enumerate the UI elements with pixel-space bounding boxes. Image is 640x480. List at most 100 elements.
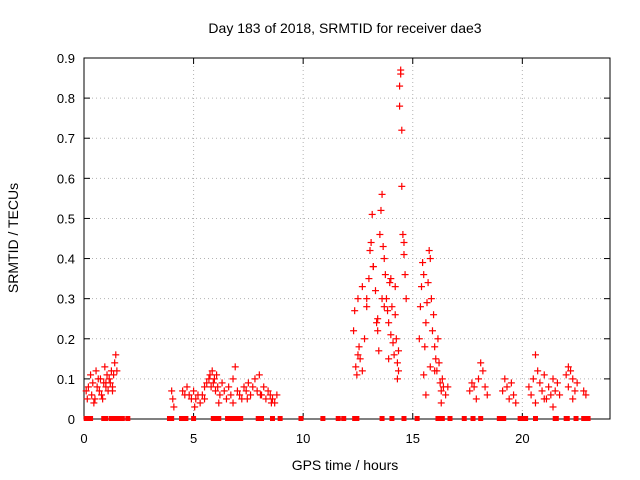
data-point (358, 283, 366, 291)
data-point (472, 395, 480, 403)
data-point (103, 371, 111, 379)
data-point (420, 271, 428, 279)
data-point (168, 387, 176, 395)
data-point (227, 391, 235, 399)
data-point (366, 247, 374, 255)
baseline-marker (573, 416, 579, 421)
y-tick-label: 0.6 (57, 171, 75, 186)
data-point (573, 379, 581, 387)
data-point (374, 327, 382, 335)
data-point (353, 371, 361, 379)
data-point (444, 383, 452, 391)
data-point (437, 387, 445, 395)
y-tick-label: 0.7 (57, 131, 75, 146)
data-point (179, 387, 187, 395)
data-point (505, 395, 513, 403)
data-point (386, 279, 394, 287)
data-point (531, 399, 539, 407)
data-point (253, 387, 261, 395)
data-point (220, 387, 228, 395)
data-point (540, 371, 548, 379)
data-point (251, 375, 259, 383)
data-point (512, 399, 520, 407)
data-point (422, 319, 430, 327)
data-point (231, 363, 239, 371)
data-point (356, 355, 364, 363)
axis-ticks: 0 0.1 0.2 0.3 0.4 0.5 0.6 0.7 0.8 0.9 0 5 10 15 20 (57, 51, 610, 446)
baseline-marker (414, 416, 420, 421)
data-point (435, 359, 443, 367)
baseline-marker (277, 416, 283, 421)
data-point (529, 375, 537, 383)
data-point (387, 275, 395, 283)
data-point (170, 403, 178, 411)
baseline-marker (298, 416, 304, 421)
data-point (466, 387, 474, 395)
data-points (82, 66, 591, 421)
data-point (91, 395, 99, 403)
data-point (384, 307, 392, 315)
data-point (395, 347, 403, 355)
data-point (401, 271, 409, 279)
baseline-marker (478, 416, 484, 421)
data-point (243, 395, 251, 403)
grid-lines (84, 58, 610, 419)
data-point (108, 387, 116, 395)
baseline-marker (88, 416, 94, 421)
data-point (266, 391, 274, 399)
data-point (421, 343, 429, 351)
y-tick-label: 0.3 (57, 292, 75, 307)
baseline-marker (501, 416, 507, 421)
data-point (390, 351, 398, 359)
data-point (416, 303, 424, 311)
data-point (501, 375, 509, 383)
baseline-marker (238, 416, 244, 421)
data-point (431, 343, 439, 351)
data-point (201, 395, 209, 403)
data-point (562, 371, 570, 379)
data-point (400, 251, 408, 259)
data-point (470, 383, 478, 391)
data-point (268, 395, 276, 403)
data-point (192, 395, 200, 403)
data-point (527, 391, 535, 399)
data-point (375, 347, 383, 355)
data-point (424, 279, 432, 287)
baseline-marker (125, 416, 131, 421)
y-tick-label: 0.8 (57, 91, 75, 106)
data-point (229, 375, 237, 383)
data-point (432, 355, 440, 363)
y-tick-label: 0.2 (57, 332, 75, 347)
data-point (201, 383, 209, 391)
baseline-marker (335, 416, 341, 421)
baseline-marker (231, 416, 237, 421)
plot-frame (83, 57, 611, 420)
baseline-marker (216, 416, 222, 421)
data-point (89, 379, 97, 387)
baseline-marker (517, 416, 523, 421)
data-point (389, 339, 397, 347)
data-point (84, 383, 92, 391)
data-point (183, 383, 191, 391)
baseline-marker (532, 416, 538, 421)
data-point (87, 371, 95, 379)
data-point (540, 395, 548, 403)
data-point (580, 387, 588, 395)
y-tick-label: 0 (68, 412, 75, 427)
data-point (267, 399, 275, 407)
data-point (387, 331, 395, 339)
data-point (531, 351, 539, 359)
data-point (391, 283, 399, 291)
baseline-marker (83, 416, 89, 421)
baseline-marker (183, 416, 189, 421)
data-point (90, 399, 98, 407)
data-point (351, 307, 359, 315)
data-point (553, 379, 561, 387)
data-point (434, 335, 442, 343)
data-point (191, 403, 199, 411)
data-point (208, 367, 216, 375)
data-point (477, 359, 485, 367)
data-point (402, 295, 410, 303)
x-tick-label: 20 (515, 431, 529, 446)
